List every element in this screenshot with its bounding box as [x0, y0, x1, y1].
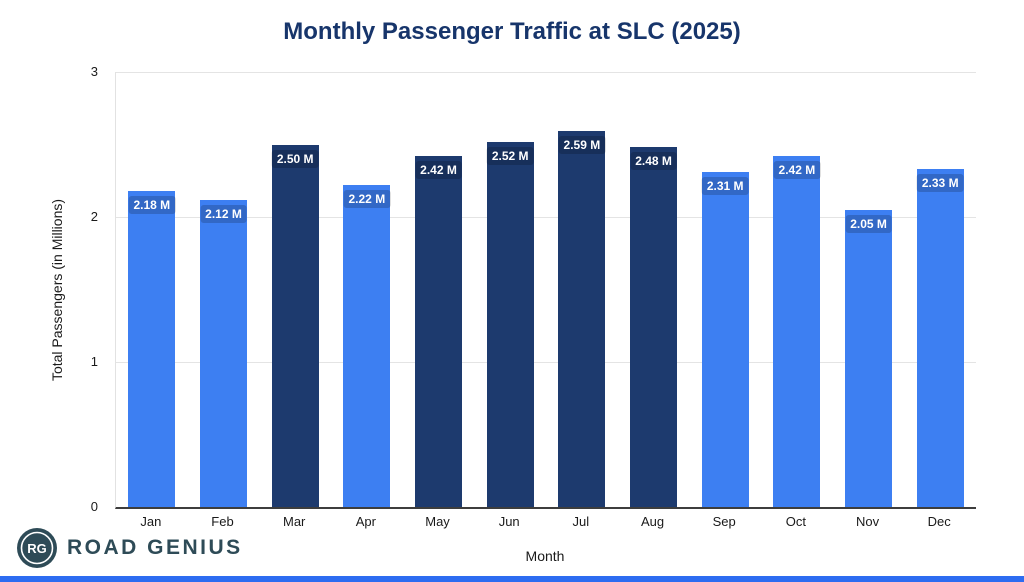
bar-column: 2.33 M — [904, 72, 976, 507]
y-tick-label: 2 — [90, 209, 98, 225]
x-tick-feb: Feb — [211, 514, 234, 529]
x-tick-mar: Mar — [282, 514, 306, 529]
x-tick-jan: Jan — [140, 514, 162, 529]
bar-value-label: 2.33 M — [916, 174, 964, 193]
x-tick-aug: Aug — [640, 514, 665, 529]
y-tick-label: 1 — [90, 354, 98, 370]
bar-feb: 2.12 M — [200, 199, 247, 507]
x-tick-dec: Dec — [927, 514, 951, 529]
bar-dec: 2.33 M — [916, 169, 964, 507]
bar-value-label: 2.31 M — [701, 177, 749, 196]
bar-mar: 2.50 M — [271, 144, 319, 507]
brand-name: ROAD GENIUS — [67, 536, 243, 559]
bar-value-label: 2.42 M — [773, 161, 821, 180]
brand-footer: RG ROAD GENIUS — [16, 527, 243, 569]
bar-column: 2.48 M — [618, 72, 690, 507]
bar-apr: 2.22 M — [343, 185, 391, 507]
x-axis-ticks: Jan Feb Mar Apr May Jun Jul Aug Sep Oct Nov Dec — [115, 514, 975, 529]
x-tick-sep: Sep — [712, 514, 736, 529]
x-tick-jul: Jul — [572, 514, 590, 529]
x-tick-may: May — [425, 514, 450, 529]
bar-value-label: 2.05 M — [845, 214, 892, 233]
bar-series: 2.18 M 2.12 M 2.50 M 2.22 M 2.42 M 2.52 M 2.59… — [116, 72, 976, 507]
gridline — [116, 362, 976, 364]
bar-value-label: 2.22 M — [343, 190, 391, 209]
logo-initials: RG — [27, 541, 47, 556]
bar-column: 2.42 M — [403, 72, 475, 507]
y-axis-ticks: 0 1 2 3 — [0, 64, 108, 514]
bar-column: 2.52 M — [474, 72, 546, 507]
bar-value-label: 2.12 M — [200, 204, 247, 223]
bar-jun: 2.52 M — [486, 141, 534, 507]
bar-value-label: 2.42 M — [415, 161, 462, 180]
bar-column: 2.50 M — [259, 72, 331, 507]
x-tick-oct: Oct — [785, 514, 806, 529]
bar-column: 2.05 M — [833, 72, 905, 507]
bar-column: 2.59 M — [546, 72, 618, 507]
y-tick-label: 3 — [90, 64, 98, 79]
bar-column: 2.31 M — [689, 72, 761, 507]
x-tick-jun: Jun — [498, 514, 520, 529]
bottom-accent-bar — [0, 576, 1024, 582]
bar-column: 2.22 M — [331, 72, 403, 507]
bar-column: 2.12 M — [188, 72, 260, 507]
y-tick-label: 0 — [90, 499, 98, 514]
chart-title: Monthly Passenger Traffic at SLC (2025) — [283, 18, 741, 45]
bar-value-label: 2.59 M — [558, 136, 606, 155]
gridline — [116, 217, 976, 219]
bar-value-label: 2.50 M — [271, 149, 319, 168]
bar-oct: 2.42 M — [773, 156, 821, 507]
bar-may: 2.42 M — [415, 156, 463, 507]
bar-column: 2.18 M — [116, 72, 188, 507]
x-tick-nov: Nov — [855, 514, 880, 529]
bar-nov: 2.05 M — [845, 209, 893, 507]
bar-value-label: 2.48 M — [630, 152, 677, 171]
bar-jul: 2.59 M — [558, 131, 606, 507]
plot-area: 2.18 M 2.12 M 2.50 M 2.22 M 2.42 M 2.52 M 2.59… — [115, 72, 976, 509]
bar-column: 2.42 M — [761, 72, 833, 507]
road-genius-logo-icon: RG — [17, 528, 57, 568]
bar-value-label: 2.18 M — [128, 195, 176, 214]
bar-jan: 2.18 M — [128, 190, 176, 507]
x-axis-label: Month — [525, 548, 565, 564]
bar-value-label: 2.52 M — [486, 146, 534, 165]
x-tick-apr: Apr — [355, 514, 376, 529]
gridline — [116, 72, 976, 73]
bar-aug: 2.48 M — [630, 147, 678, 507]
bar-sep: 2.31 M — [701, 172, 749, 507]
